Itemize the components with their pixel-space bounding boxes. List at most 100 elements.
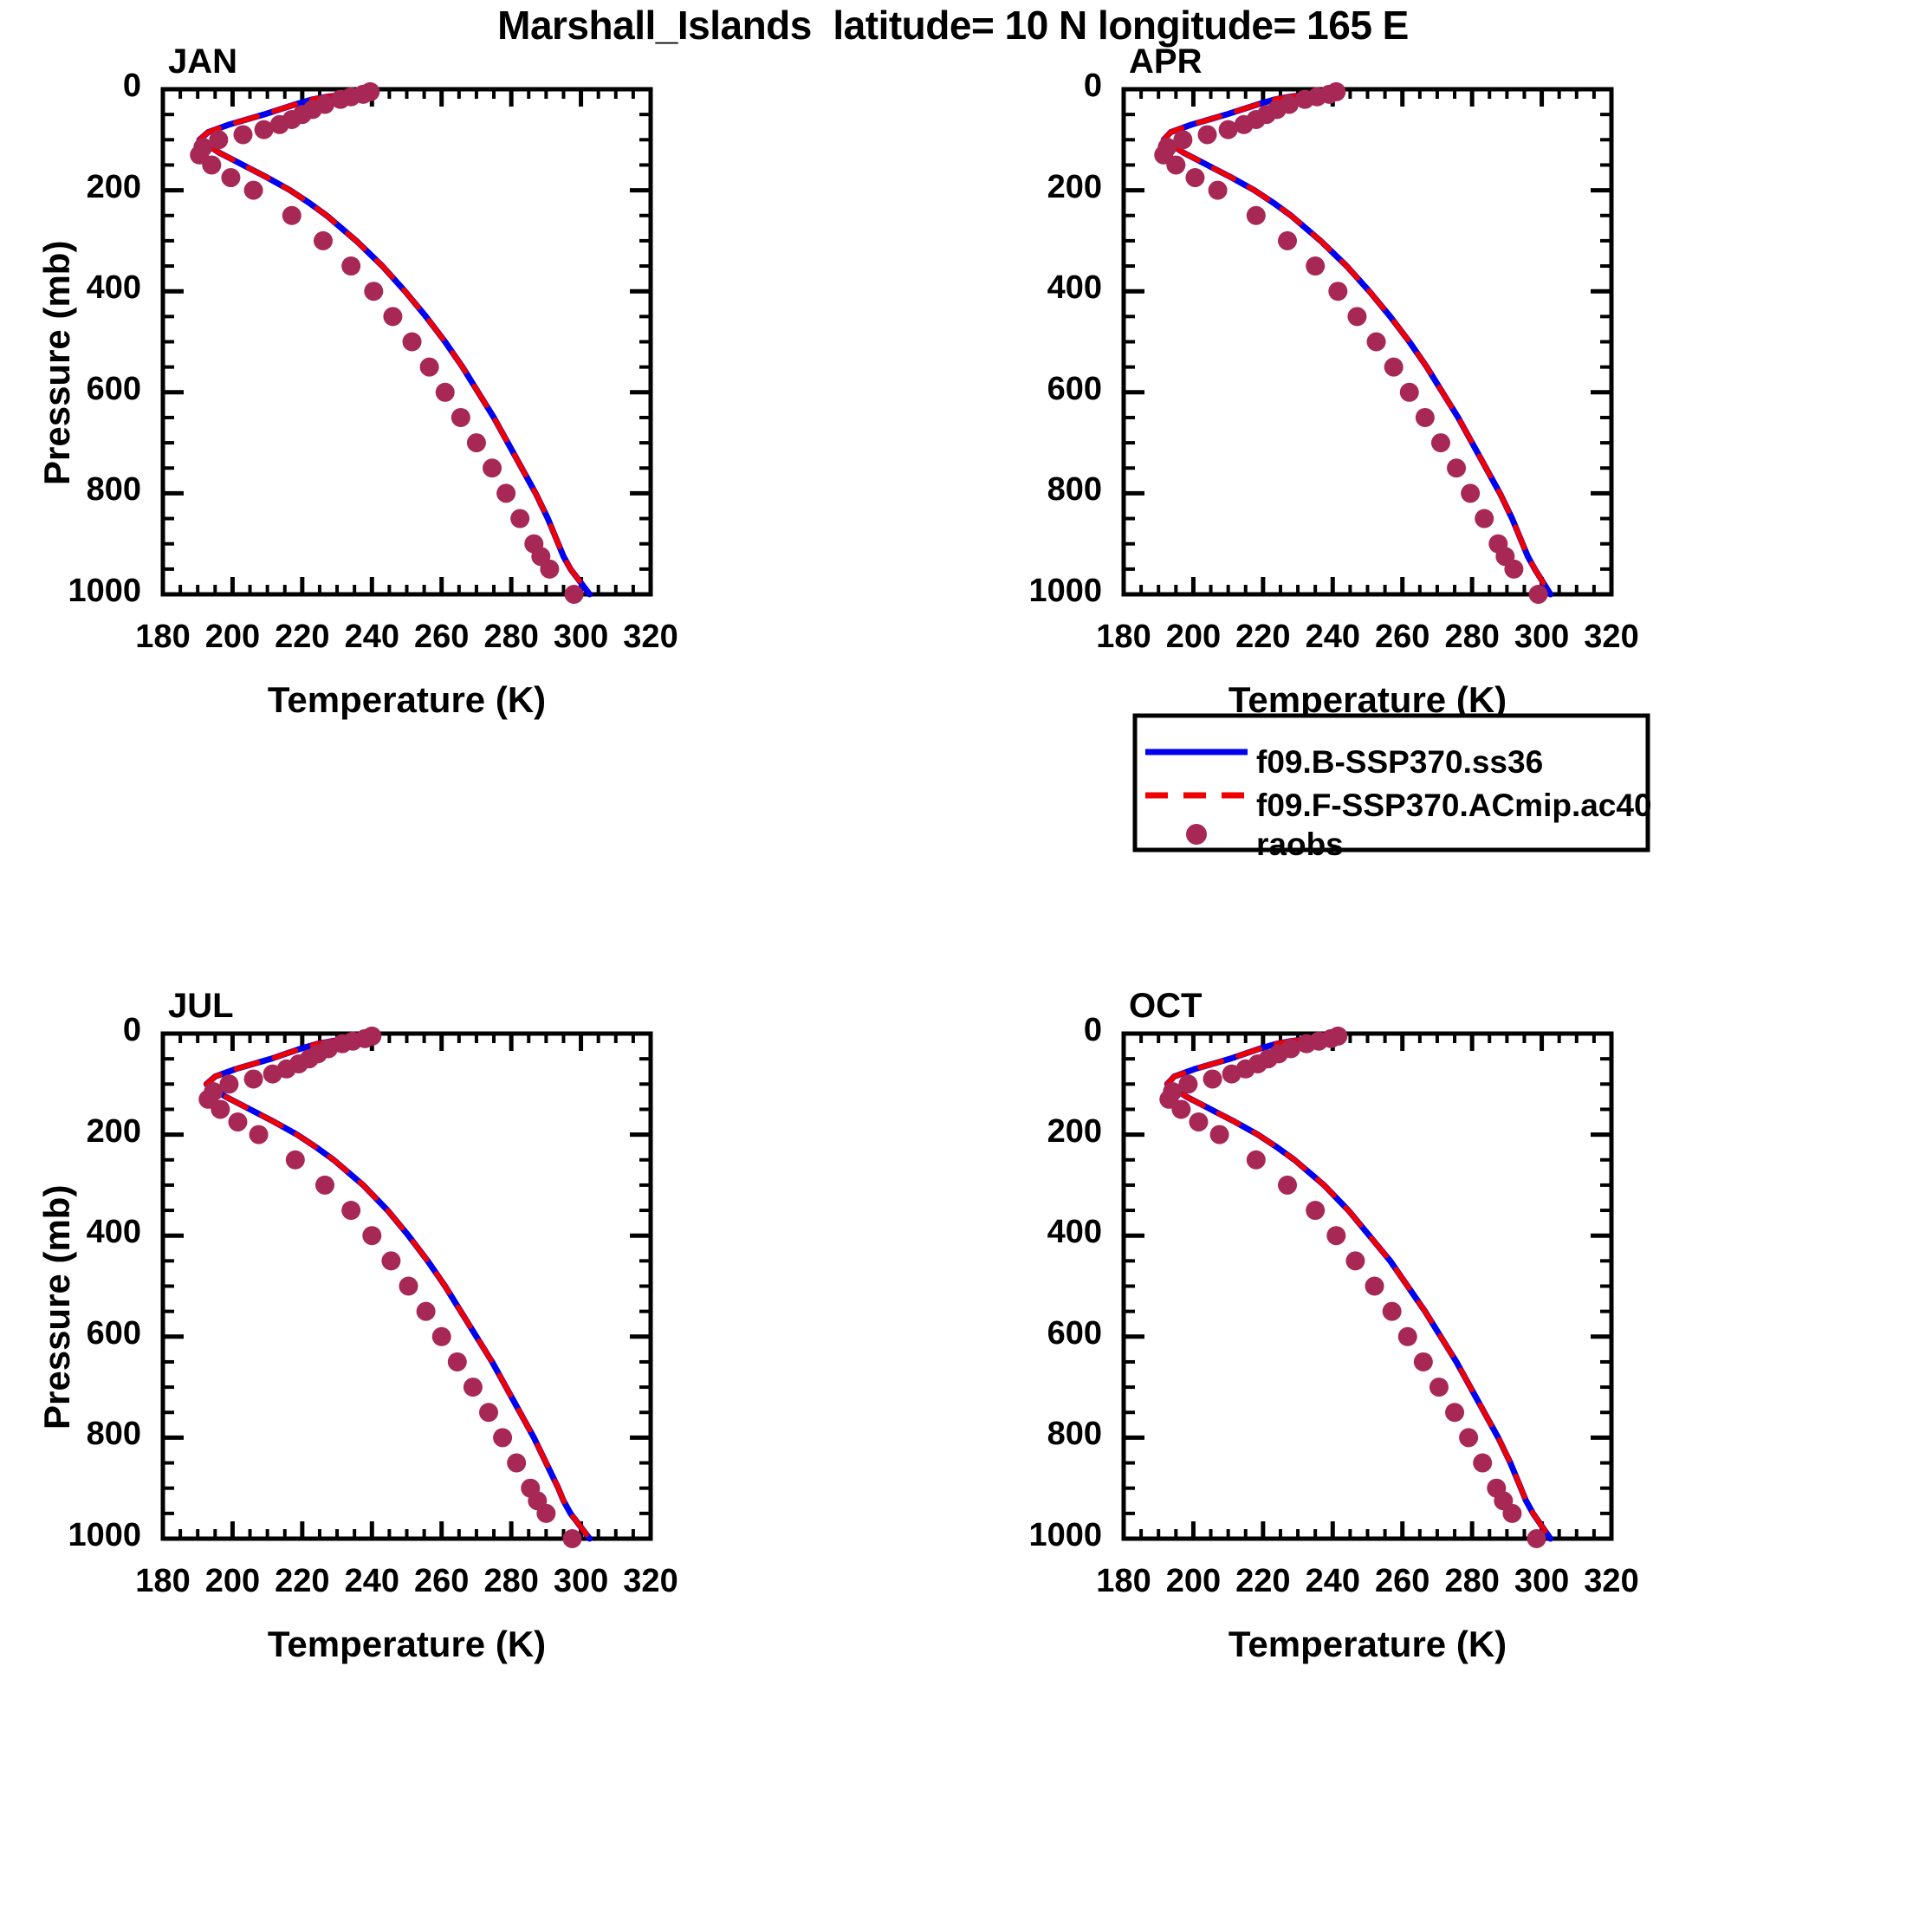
data-point: [1527, 1529, 1546, 1548]
data-point: [1345, 1251, 1365, 1271]
data-point: [1281, 1039, 1301, 1059]
data-point: [536, 1503, 556, 1523]
y-tick-label: 0: [122, 1012, 141, 1048]
data-point: [1326, 1226, 1346, 1246]
data-point: [1365, 1276, 1384, 1296]
data-point: [221, 168, 241, 188]
x-tick-label: 240: [344, 619, 399, 655]
x-tick-label: 300: [1514, 619, 1570, 655]
x-tick-label: 200: [204, 619, 261, 655]
data-point: [1495, 547, 1515, 567]
data-point: [362, 1226, 382, 1246]
x-tick-label: 220: [275, 619, 330, 655]
data-point: [1473, 1453, 1493, 1473]
data-point: [1328, 282, 1348, 301]
data-point: [282, 109, 301, 129]
data-point: [233, 125, 253, 145]
data-point: [1278, 230, 1298, 250]
data-point: [1326, 81, 1346, 101]
data-point: [228, 1112, 248, 1132]
data-point: [562, 1529, 582, 1548]
data-point: [540, 559, 560, 579]
data-point: [319, 1039, 339, 1059]
y-tick-label: 800: [86, 471, 141, 509]
y-tick-label: 200: [86, 1112, 141, 1150]
data-point: [1504, 559, 1524, 579]
data-point: [1197, 125, 1217, 145]
data-point: [419, 357, 439, 377]
data-point: [402, 332, 422, 352]
data-point: [1163, 1082, 1183, 1102]
x-tick-label: 200: [1165, 1563, 1222, 1599]
x-tick-label: 280: [1444, 619, 1500, 655]
series-line-ss36: [1164, 1032, 1554, 1542]
data-point: [249, 1125, 269, 1144]
x-tick-label: 200: [204, 1563, 261, 1599]
x-axis-title: Temperature (K): [1228, 679, 1507, 720]
data-point: [314, 1175, 334, 1195]
y-tick-label: 0: [122, 68, 141, 104]
data-point: [1185, 168, 1205, 188]
data-point: [1309, 1031, 1329, 1051]
y-tick-label: 1000: [68, 573, 141, 609]
y-tick-label: 400: [1047, 269, 1102, 307]
data-point: [1494, 1491, 1514, 1511]
series-raobs-markers: [1154, 81, 1548, 604]
data-point: [285, 1150, 305, 1170]
y-tick-label: 800: [1047, 471, 1102, 509]
data-point: [521, 1478, 541, 1498]
data-point: [1234, 114, 1254, 134]
data-point: [1297, 1034, 1317, 1054]
data-point: [1307, 87, 1327, 107]
data-point: [531, 547, 551, 567]
x-tick-label: 260: [1375, 619, 1430, 655]
data-point: [1248, 1054, 1267, 1073]
data-point: [333, 1034, 353, 1054]
x-tick-label: 240: [1305, 619, 1360, 655]
y-tick-label: 1000: [1028, 1517, 1102, 1553]
data-point: [360, 81, 380, 101]
data-point: [276, 1059, 296, 1079]
data-point: [1430, 433, 1450, 453]
x-tick-label: 280: [483, 619, 539, 655]
data-point: [299, 1049, 319, 1069]
data-point: [1178, 1074, 1198, 1094]
x-tick-label: 280: [483, 1563, 539, 1599]
y-tick-label: 400: [1047, 1214, 1102, 1251]
data-point: [1280, 94, 1300, 114]
y-tick-label: 1000: [1028, 573, 1102, 609]
data-point: [1203, 1069, 1222, 1089]
data-point: [198, 1089, 218, 1109]
data-point: [1258, 1049, 1278, 1069]
series-line-ss36: [196, 88, 593, 598]
y-axis-title: Pressure (mb): [36, 1184, 77, 1430]
legend-label: f09.F-SSP370.ACmip.ac40: [1256, 788, 1652, 823]
data-point: [211, 1099, 230, 1119]
data-point: [282, 205, 301, 225]
series-line-ss36: [203, 1032, 593, 1542]
data-point: [466, 433, 486, 453]
x-tick-label: 260: [414, 619, 470, 655]
plot-frame: [1121, 1031, 1614, 1541]
data-point: [1459, 1428, 1479, 1448]
data-point: [1157, 138, 1177, 158]
data-point: [1382, 1301, 1402, 1321]
plot-frame: [160, 1031, 653, 1541]
data-point: [1399, 382, 1419, 402]
series-line-acmip: [1164, 1032, 1553, 1541]
x-axis-title: Temperature (K): [1228, 1624, 1507, 1664]
data-point: [416, 1301, 436, 1321]
data-point: [1321, 1028, 1341, 1048]
data-point: [447, 1352, 467, 1371]
data-point: [1154, 145, 1174, 165]
plot-frame: [160, 87, 653, 597]
y-tick-label: 200: [1047, 1112, 1102, 1150]
data-point: [263, 1064, 282, 1084]
data-point: [1246, 1150, 1266, 1170]
x-tick-label: 320: [623, 619, 678, 655]
y-tick-label: 800: [86, 1416, 141, 1453]
x-tick-label: 220: [275, 1563, 330, 1599]
